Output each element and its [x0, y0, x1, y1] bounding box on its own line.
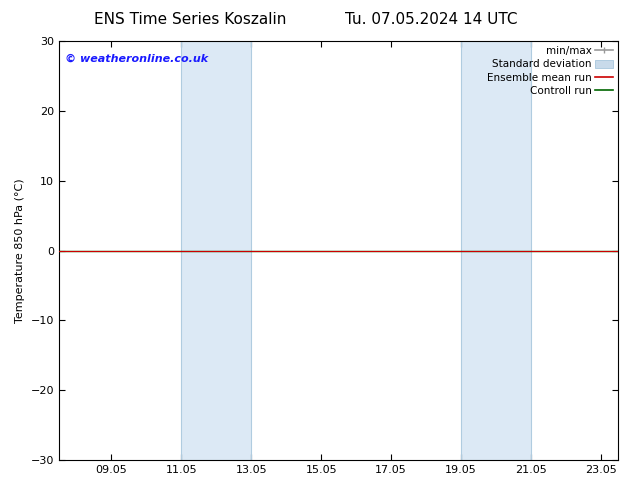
Text: © weatheronline.co.uk: © weatheronline.co.uk: [65, 53, 208, 64]
Y-axis label: Temperature 850 hPa (°C): Temperature 850 hPa (°C): [15, 178, 25, 323]
Bar: [461, 41, 531, 460]
Text: Tu. 07.05.2024 14 UTC: Tu. 07.05.2024 14 UTC: [345, 12, 517, 27]
Bar: [181, 41, 251, 460]
Text: ENS Time Series Koszalin: ENS Time Series Koszalin: [94, 12, 287, 27]
Legend: min/max, Standard deviation, Ensemble mean run, Controll run: min/max, Standard deviation, Ensemble me…: [487, 46, 613, 96]
